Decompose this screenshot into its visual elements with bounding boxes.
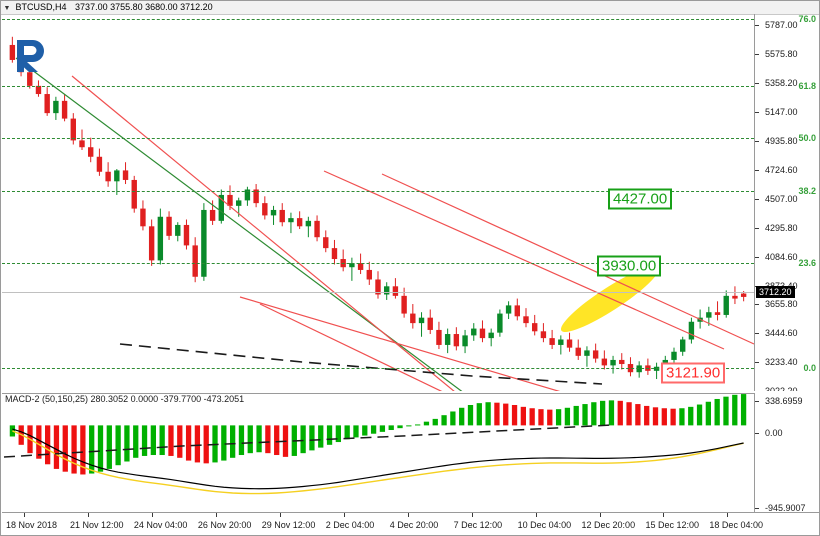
macd-indicator-pane[interactable]: MACD-2 (50,150,25) 280.3052 0.0000 -379.… [2,393,754,513]
time-tick [343,513,345,517]
fib-label-500: 50.0 [798,133,816,143]
price-axis-label: 3444.60 [765,328,798,338]
price-tick [755,54,759,55]
time-tick [727,513,729,517]
time-axis-label: 26 Nov 20:00 [197,520,252,530]
price-tick [755,199,759,200]
macd-axis-label: -945.9007 [765,503,806,512]
macd-tick [755,401,759,402]
macd-title: MACD-2 (50,150,25) 280.3052 0.0000 -379.… [5,394,245,404]
price-axis-label: 3655.80 [765,299,798,309]
fib-line-382 [2,191,754,192]
time-tick [279,513,281,517]
price-axis: 5787.00 5575.80 5358.20 5147.00 4935.80 4724.… [754,14,820,391]
time-tick [599,513,601,517]
time-tick [87,513,89,517]
fib-line-0 [2,368,754,369]
time-axis-label: 15 Dec 12:00 [645,520,700,530]
time-axis-label: 7 Dec 12:00 [453,520,503,530]
price-axis-label: 5575.80 [765,49,798,59]
price-tick [755,83,759,84]
ohlc-values: 3737.00 3755.80 3680.00 3712.20 [75,2,213,12]
chart-dropdown-icon[interactable]: ▼ [3,5,11,12]
time-axis-label: 18 Dec 04:00 [709,520,763,530]
time-tick [471,513,473,517]
time-tick [535,513,537,517]
symbol-label: BTCUSD,H4 [15,2,67,12]
fib-line-236 [2,263,754,264]
price-tick [755,362,759,363]
macd-tick [755,508,759,509]
price-tick [755,304,759,305]
price-tick [755,333,759,334]
time-axis: 18 Nov 2018 21 Nov 12:00 24 Nov 04:00 26 No… [2,512,819,536]
macd-tick [755,433,759,434]
time-axis-label: 10 Dec 04:00 [517,520,572,530]
time-axis-label: 29 Nov 12:00 [261,520,316,530]
price-tick [755,141,759,142]
price-axis-label: 5787.00 [765,20,798,30]
time-tick [663,513,665,517]
fib-label-382: 38.2 [798,186,816,196]
price-tick [755,25,759,26]
price-axis-label: 4295.80 [765,223,798,233]
price-chart-pane[interactable] [2,14,754,391]
time-axis-label: 4 Dec 20:00 [389,520,439,530]
macd-series [3,394,747,495]
roboforex-logo [17,40,44,72]
time-axis-label: 24 Nov 04:00 [133,520,188,530]
price-tick [755,170,759,171]
time-axis-label: 2 Dec 04:00 [325,520,375,530]
current-price-tag: 3712.20 [756,286,795,298]
price-tick [755,257,759,258]
price-axis-label: 5358.20 [765,78,798,88]
price-axis-label: 5147.00 [765,107,798,117]
fib-line-50 [2,138,754,139]
price-axis-label: 4724.60 [765,165,798,175]
time-tick [407,513,409,517]
fib-label-618: 61.8 [798,81,816,91]
fib-label-760: 76.0 [798,14,816,24]
macd-axis-label: 338.6959 [765,396,803,406]
chart-header: ▼ BTCUSD,H4 3737.00 3755.80 3680.00 3712… [1,1,819,15]
annotation-3121[interactable]: 3121.90 [661,362,726,384]
annotation-4427[interactable]: 4427.00 [608,188,673,210]
macd-axis: 338.6959 0.00 -945.9007 [754,393,820,512]
annotation-3930[interactable]: 3930.00 [597,255,662,277]
price-axis-label: 3022.20 [765,386,798,391]
price-tick [755,112,759,113]
price-tick [755,228,759,229]
current-price-line [2,292,754,293]
time-axis-label: 18 Nov 2018 [6,520,58,530]
time-axis-label: 12 Dec 20:00 [581,520,636,530]
price-axis-label: 4507.00 [765,194,798,204]
fib-line-618 [2,86,754,87]
price-axis-label: 4084.60 [765,252,798,262]
price-axis-label: 3233.40 [765,357,798,367]
time-tick [215,513,217,517]
time-axis-label: 21 Nov 12:00 [69,520,124,530]
fib-line-76 [2,19,754,20]
macd-axis-label: 0.00 [765,428,783,438]
price-axis-label: 4935.80 [765,136,798,146]
candlestick-series [9,36,754,391]
time-tick [24,513,25,517]
time-tick [151,513,153,517]
fib-label-236: 23.6 [798,258,816,268]
fib-label-00: 0.0 [803,363,816,373]
